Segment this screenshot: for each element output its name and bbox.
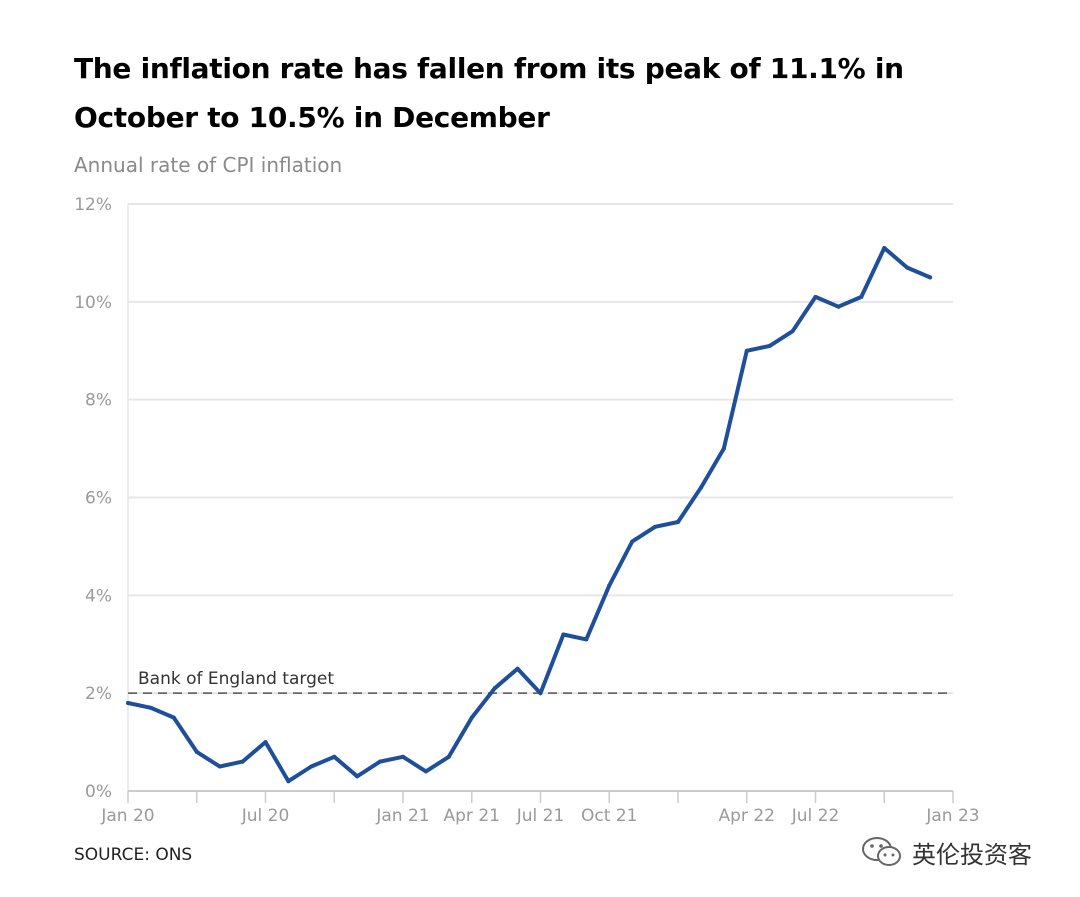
x-tick-label: Jul 20	[241, 806, 290, 826]
x-tick-label: Jan 23	[925, 806, 979, 826]
data-point	[355, 774, 360, 779]
data-point	[171, 715, 176, 720]
data-point	[607, 583, 612, 588]
target-reference-label: Bank of England target	[138, 669, 334, 689]
data-point	[744, 348, 749, 353]
data-point	[584, 637, 589, 642]
x-tick-label: Apr 21	[444, 806, 500, 826]
data-point	[905, 265, 910, 270]
data-point	[561, 632, 566, 637]
series-group	[126, 246, 933, 784]
data-point	[767, 343, 772, 348]
data-point	[401, 754, 405, 759]
watermark-text: 英伦投资客	[912, 840, 1032, 869]
x-tick-label: Jul 22	[791, 806, 840, 826]
data-point	[423, 769, 428, 774]
data-point	[882, 246, 887, 251]
data-point	[630, 539, 635, 544]
data-point	[240, 759, 245, 764]
chart-title: The inflation rate has fallen from its p…	[74, 52, 904, 134]
data-point	[126, 700, 130, 705]
data-point	[309, 764, 314, 769]
data-point	[721, 446, 726, 451]
x-axis-ticks: Jan 20 Jul 20 Jan 21 Apr 21 Jul 21 Oct 21 Apr …	[100, 791, 980, 826]
data-point	[148, 705, 153, 710]
data-point	[263, 740, 268, 745]
y-tick-label: 4%	[85, 586, 112, 606]
x-tick-label: Jul 21	[516, 806, 565, 826]
data-point	[538, 691, 543, 696]
data-point	[928, 275, 933, 280]
x-tick-label: Apr 22	[719, 806, 775, 826]
chart-subtitle: Annual rate of CPI inflation	[74, 153, 343, 177]
data-point	[469, 715, 474, 720]
source-note: SOURCE: ONS	[74, 845, 193, 865]
data-point	[492, 686, 497, 691]
data-point	[698, 485, 703, 490]
data-point	[653, 524, 658, 529]
data-point	[378, 759, 383, 764]
data-point	[676, 519, 680, 524]
data-point	[194, 749, 199, 754]
grid-lines	[127, 203, 953, 791]
data-point	[836, 304, 841, 309]
y-tick-label: 0%	[85, 782, 112, 802]
data-point	[790, 329, 795, 334]
watermark: 英伦投资客	[860, 832, 1032, 872]
x-tick-label: Oct 21	[581, 806, 637, 826]
y-tick-label: 6%	[85, 489, 112, 509]
y-tick-label: 8%	[85, 391, 112, 411]
y-axis-ticks: 0% 2% 4% 6% 8% 10% 12%	[74, 195, 112, 802]
y-tick-label: 2%	[85, 684, 112, 704]
y-tick-label: 10%	[74, 293, 112, 313]
data-point	[859, 294, 864, 299]
x-tick-label: Jan 21	[375, 806, 429, 826]
data-point	[813, 294, 818, 299]
data-point	[217, 764, 222, 769]
data-point	[446, 754, 451, 759]
data-point	[332, 754, 337, 759]
x-tick-label: Jan 20	[100, 806, 154, 826]
y-tick-label: 12%	[74, 195, 112, 215]
series-line	[126, 246, 933, 784]
data-point	[286, 779, 291, 784]
wechat-icon	[862, 837, 901, 866]
data-point	[515, 666, 520, 671]
